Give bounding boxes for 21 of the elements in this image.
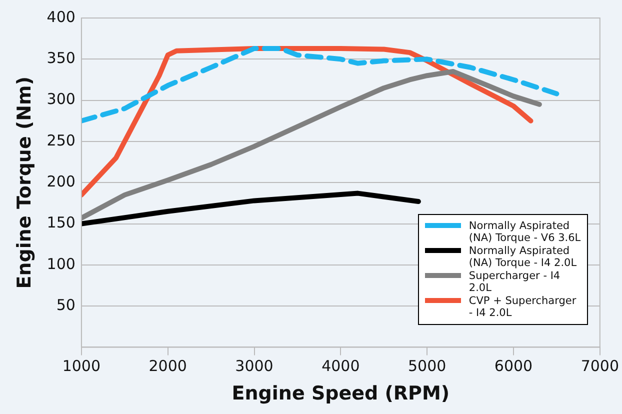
y-tick-label: 50: [56, 296, 76, 314]
y-tick-label: 150: [46, 214, 76, 232]
y-tick-label: 100: [46, 254, 76, 273]
x-tick-label: 3000: [235, 357, 274, 376]
x-axis-title: Engine Speed (RPM): [232, 382, 450, 405]
x-tick-label: 2000: [148, 357, 187, 376]
y-tick-label: 300: [46, 90, 76, 108]
x-tick-label: 5000: [408, 357, 446, 376]
legend-label: CVP + Supercharger - I4 2.0L: [468, 295, 578, 320]
legend-label: Normally Aspirated (NA) Torque - V6 3.6L: [468, 220, 581, 244]
legend-label: Normally Aspirated (NA) Torque - I4 2.0L: [468, 245, 578, 270]
y-tick-label: 400: [46, 8, 76, 26]
x-tick-label: 1000: [62, 357, 101, 376]
x-tick-label: 6000: [494, 357, 533, 376]
y-tick-label: 350: [46, 49, 76, 68]
y-axis-title: Engine Torque (Nm): [13, 76, 36, 289]
x-tick-label: 4000: [322, 357, 360, 376]
x-tick-label: 7000: [580, 357, 620, 376]
legend-label: Supercharger - I4 2.0L: [468, 270, 562, 294]
y-tick-label: 250: [46, 131, 76, 150]
y-tick-label: 200: [46, 172, 76, 190]
